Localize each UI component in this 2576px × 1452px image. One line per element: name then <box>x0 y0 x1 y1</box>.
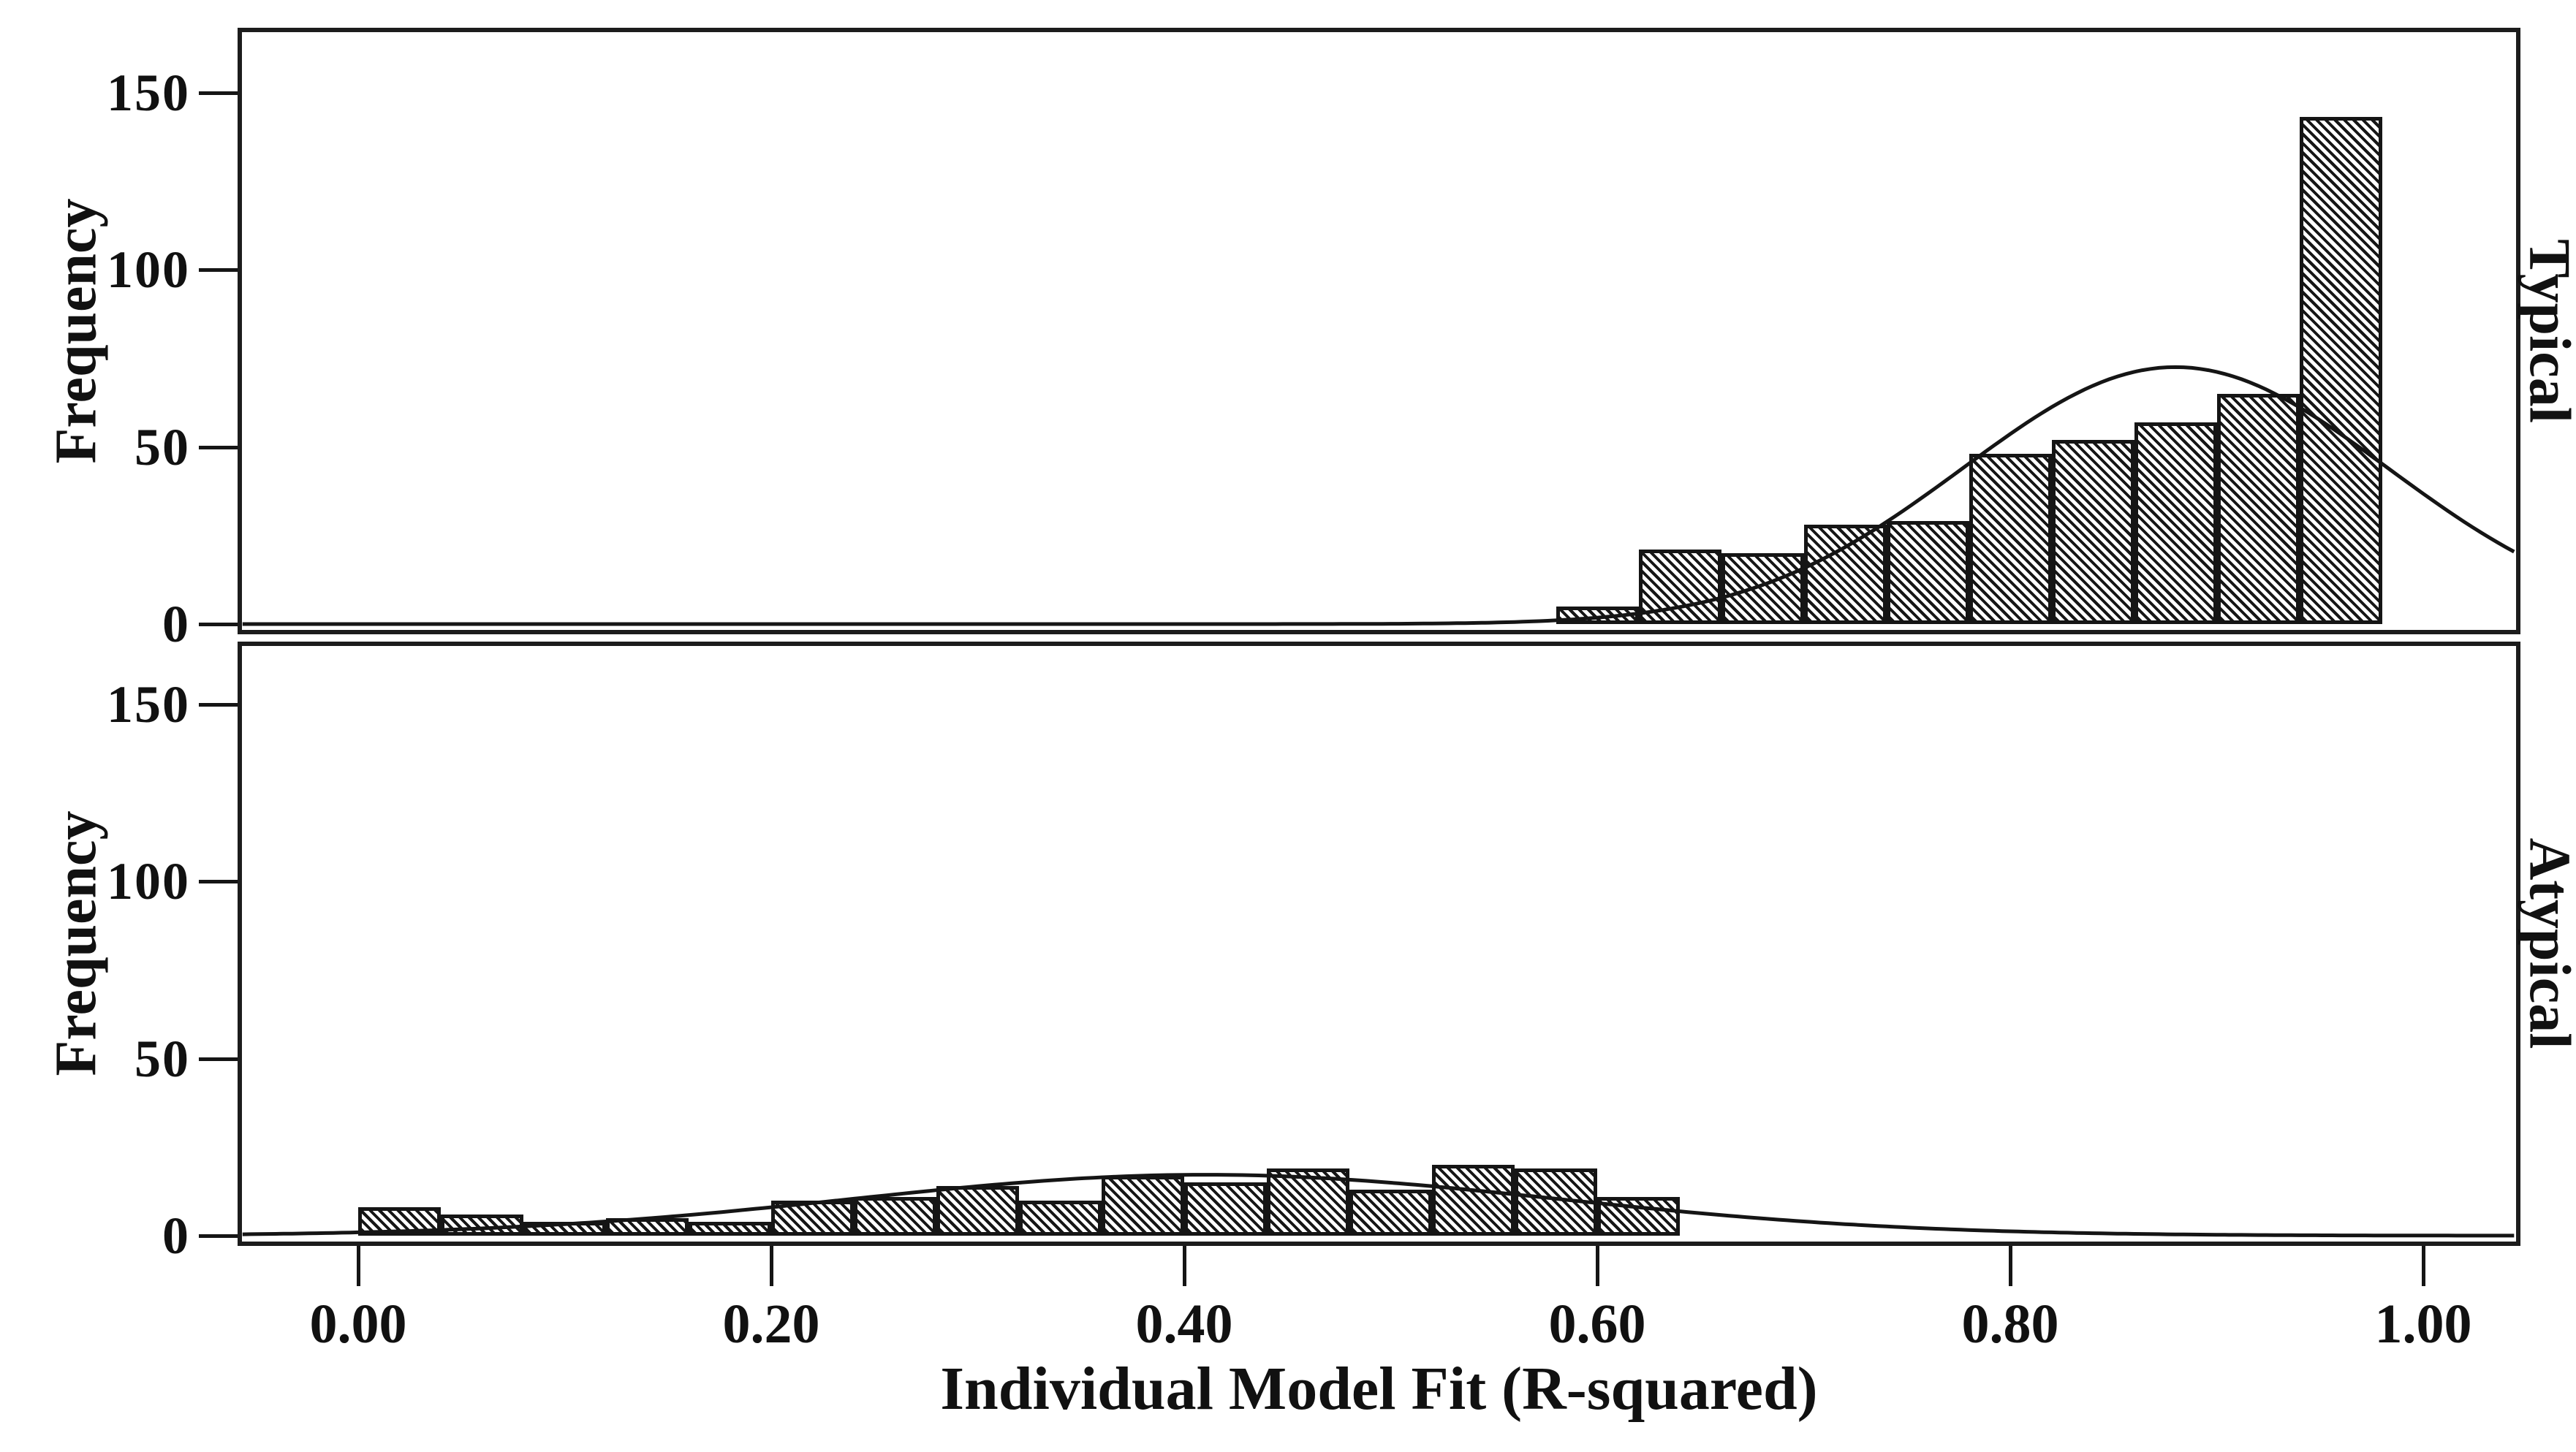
histogram-bar <box>606 1217 689 1236</box>
y-axis-tick <box>199 1057 238 1061</box>
panel-row-label-typical: Typical <box>2517 239 2576 423</box>
x-axis-tick-label: 0.80 <box>1961 1293 2059 1355</box>
histogram-bar <box>441 1214 523 1236</box>
y-axis-tick <box>199 445 238 449</box>
histogram-bar <box>2051 439 2134 624</box>
panel-row-label-atypical: Atypical <box>2517 837 2576 1049</box>
x-axis-tick-label: 0.60 <box>1548 1293 1646 1355</box>
y-axis-tick <box>199 268 238 272</box>
histogram-bar <box>689 1221 771 1236</box>
y-axis-tick-label: 50 <box>135 1029 190 1088</box>
histogram-bar <box>1184 1182 1267 1236</box>
histogram-bar <box>2216 393 2300 624</box>
y-axis-tick-label: 150 <box>107 674 190 734</box>
histogram-bar <box>1638 550 1721 624</box>
y-axis-tick-label: 0 <box>162 1206 190 1265</box>
panel-atypical <box>238 642 2520 1246</box>
histogram-bar <box>358 1207 441 1236</box>
x-axis-tick-label: 0.40 <box>1135 1293 1233 1355</box>
y-axis-tick <box>199 880 238 883</box>
panel-typical <box>238 28 2520 634</box>
y-axis-tick-label: 100 <box>107 852 190 911</box>
histogram-bar <box>1969 454 2052 624</box>
y-axis-tick-label: 50 <box>135 417 190 476</box>
y-axis-tick <box>199 623 238 626</box>
x-axis-tick <box>2422 1246 2425 1286</box>
y-axis-tick <box>199 702 238 707</box>
x-axis-tick <box>1596 1246 1599 1286</box>
histogram-bar <box>1721 553 1804 624</box>
histogram-bar <box>1556 606 1639 624</box>
x-axis-tick <box>1183 1246 1186 1286</box>
x-axis-tick-label: 0.20 <box>722 1293 820 1355</box>
plot-area-atypical <box>242 646 2516 1242</box>
histogram-bar <box>771 1200 854 1236</box>
histogram-bar <box>936 1186 1019 1236</box>
x-axis-tick-label: 0.00 <box>309 1293 407 1355</box>
histogram-bar <box>1515 1168 1597 1236</box>
histogram-bar <box>1102 1175 1184 1236</box>
histogram-bar <box>1886 521 1969 624</box>
normal-curve-layer <box>242 1173 2515 1238</box>
y-axis-tick <box>199 1234 238 1238</box>
histogram-bar <box>1432 1165 1515 1236</box>
histogram-bar <box>2134 422 2217 624</box>
y-axis-tick-label: 0 <box>162 595 190 653</box>
y-axis-tick <box>199 91 238 95</box>
histogram-bar <box>1267 1168 1349 1236</box>
x-axis-tick-label: 1.00 <box>2374 1293 2472 1355</box>
histogram-bar <box>2299 117 2382 624</box>
histogram-bar <box>1597 1196 1680 1236</box>
histogram-bar <box>1019 1200 1102 1236</box>
x-axis-tick <box>770 1246 773 1286</box>
histogram-bar <box>1349 1189 1432 1236</box>
y-axis-tick-label: 100 <box>107 240 190 299</box>
histogram-bar <box>523 1221 606 1236</box>
histogram-bar <box>854 1196 936 1236</box>
x-axis-tick <box>2009 1246 2012 1286</box>
x-axis-title: Individual Model Fit (R-squared) <box>940 1355 1818 1423</box>
y-axis-tick-label: 150 <box>107 63 190 122</box>
plot-area-typical <box>242 32 2516 630</box>
x-axis-tick <box>357 1246 360 1286</box>
histogram-bar <box>1803 525 1887 624</box>
